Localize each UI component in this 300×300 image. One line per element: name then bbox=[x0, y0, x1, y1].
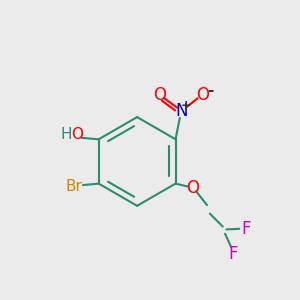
Text: Br: Br bbox=[66, 179, 83, 194]
Text: F: F bbox=[228, 245, 238, 263]
Text: O: O bbox=[153, 86, 166, 104]
Text: -: - bbox=[208, 83, 214, 98]
Text: O: O bbox=[186, 179, 199, 197]
Text: +: + bbox=[181, 99, 192, 112]
Text: N: N bbox=[175, 102, 188, 120]
Text: O: O bbox=[196, 86, 209, 104]
Text: O: O bbox=[71, 128, 83, 142]
Text: H: H bbox=[60, 128, 71, 142]
Text: F: F bbox=[241, 220, 250, 238]
